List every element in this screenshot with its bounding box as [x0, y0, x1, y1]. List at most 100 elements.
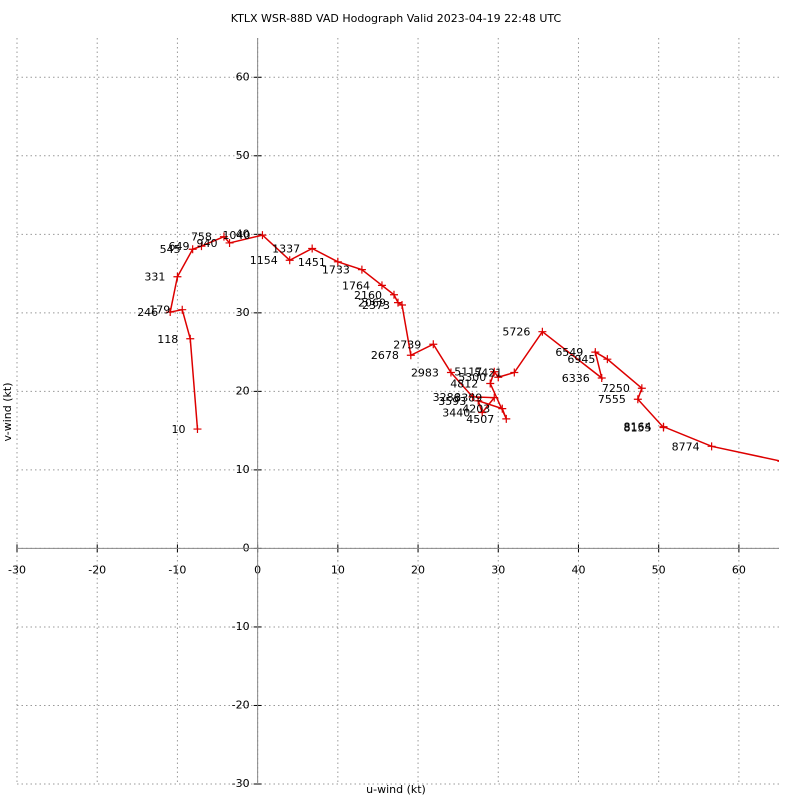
y-axis-label: v-wind (kt): [1, 383, 14, 442]
height-label: 2373: [362, 299, 390, 312]
point-marker: [219, 232, 228, 241]
height-label: 8155: [623, 421, 651, 434]
point-marker: [188, 245, 197, 254]
height-label: 246: [137, 306, 158, 319]
height-label: 1764: [342, 279, 370, 292]
height-label: 2983: [411, 367, 439, 380]
y-tick-label: 40: [236, 227, 250, 240]
x-tick-label: 10: [331, 563, 345, 576]
height-label: 6336: [562, 372, 590, 385]
height-label: 3593: [438, 395, 466, 408]
point-marker: [777, 460, 779, 462]
point-marker: [193, 425, 202, 434]
x-tick-label: 50: [652, 563, 666, 576]
height-label: 5726: [502, 326, 530, 339]
point-marker: [707, 442, 716, 451]
height-label: 5300: [458, 371, 486, 384]
y-tick-label: 20: [236, 384, 250, 397]
point-marker: [474, 396, 483, 405]
point-marker: [468, 392, 477, 401]
height-label: 179: [149, 304, 170, 317]
point-marker: [510, 368, 519, 377]
point-marker: [494, 373, 503, 382]
height-label: 3286: [433, 391, 461, 404]
height-label: 2160: [354, 289, 382, 302]
height-label: 6945: [567, 353, 595, 366]
y-tick-label: -30: [232, 777, 250, 790]
point-marker: [490, 367, 499, 376]
point-marker: [446, 368, 455, 377]
point-marker: [178, 305, 187, 314]
point-marker: [357, 265, 366, 274]
point-marker: [490, 393, 499, 402]
height-label: 7250: [602, 382, 630, 395]
point-marker: [186, 334, 195, 343]
height-label: 1733: [322, 264, 350, 277]
height-label: 5117: [454, 366, 482, 379]
point-marker: [166, 308, 175, 317]
x-tick-label: 60: [732, 563, 746, 576]
height-label: 331: [144, 271, 165, 284]
point-marker: [502, 414, 511, 423]
height-label: 3440: [442, 407, 470, 420]
height-label: 118: [157, 333, 178, 346]
height-label: 10: [171, 423, 185, 436]
point-marker: [429, 340, 438, 349]
point-marker: [173, 272, 182, 281]
height-label: 2678: [371, 349, 399, 362]
height-label: 1337: [272, 242, 300, 255]
height-label: 758: [191, 231, 212, 244]
height-label: 8774: [672, 440, 700, 453]
point-marker: [225, 238, 234, 247]
height-label: 8164: [623, 421, 651, 434]
point-marker: [406, 351, 415, 360]
height-label: 4203: [462, 403, 490, 416]
point-marker: [308, 244, 317, 253]
height-label: 4812: [450, 378, 478, 391]
x-tick-label: -10: [168, 563, 186, 576]
point-marker: [394, 298, 402, 307]
height-label: 7555: [598, 393, 626, 406]
point-marker: [285, 256, 294, 265]
point-marker: [197, 242, 206, 251]
x-tick-label: -30: [8, 563, 26, 576]
point-marker: [486, 379, 495, 388]
point-marker: [591, 348, 600, 357]
height-label: 1451: [298, 256, 326, 269]
height-label: 6549: [555, 346, 583, 359]
y-tick-label: 50: [236, 149, 250, 162]
height-label: 5421: [474, 367, 502, 380]
height-label: 1040: [222, 229, 250, 242]
height-label: 2069: [358, 297, 386, 310]
height-label: 649: [168, 240, 189, 253]
height-label: 2739: [393, 338, 421, 351]
y-tick-label: -20: [232, 698, 250, 711]
x-tick-label: -20: [88, 563, 106, 576]
y-tick-label: 10: [236, 463, 250, 476]
plot-area: [166, 231, 779, 462]
point-marker: [377, 281, 386, 290]
x-tick-label: 40: [571, 563, 585, 576]
point-marker: [398, 300, 407, 309]
height-label: 940: [197, 237, 218, 250]
point-marker: [498, 404, 507, 413]
height-label: 545: [160, 243, 181, 256]
point-marker: [597, 374, 606, 383]
point-marker: [538, 327, 547, 336]
y-tick-label: 60: [236, 70, 250, 83]
point-marker: [389, 290, 398, 299]
y-tick-label: 30: [236, 306, 250, 319]
point-marker: [478, 408, 487, 417]
point-marker: [333, 257, 342, 266]
point-marker: [258, 231, 267, 240]
chart-title: KTLX WSR-88D VAD Hodograph Valid 2023-04…: [231, 12, 562, 25]
point-marker: [633, 395, 642, 404]
point-marker: [637, 384, 646, 393]
x-axis-label: u-wind (kt): [366, 783, 426, 796]
height-label: 1154: [250, 254, 278, 267]
height-label: 3389: [454, 392, 482, 405]
y-tick-label: -10: [232, 620, 250, 633]
x-tick-label: 30: [491, 563, 505, 576]
point-marker: [603, 355, 612, 364]
